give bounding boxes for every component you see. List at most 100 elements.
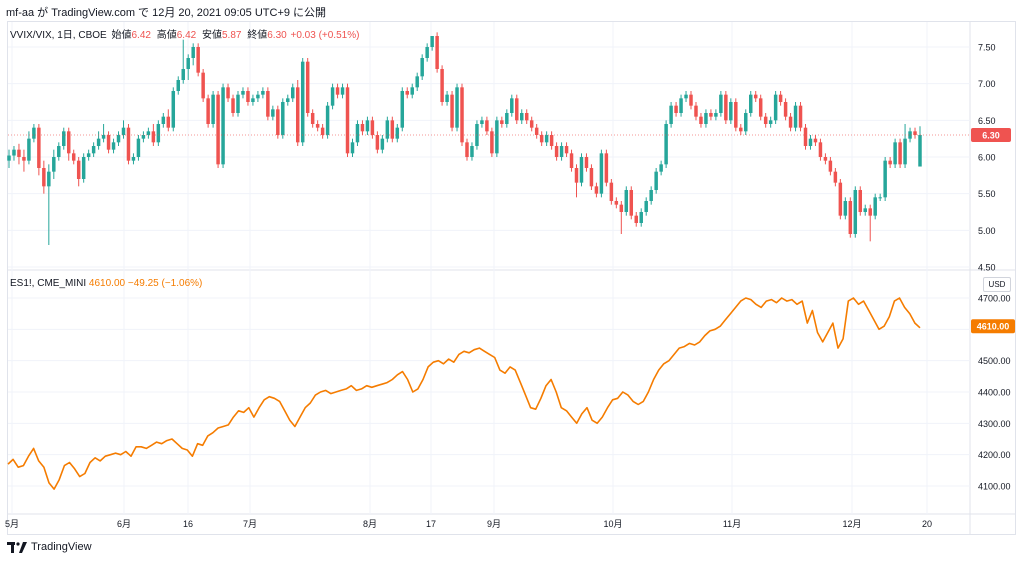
low-label: 安値 xyxy=(201,30,222,41)
candle-body xyxy=(873,197,877,216)
y-tick-label-top: 4.50 xyxy=(978,263,996,273)
candle-body xyxy=(719,94,723,113)
candle-body xyxy=(659,164,663,172)
footer-brand[interactable]: TradingView xyxy=(31,541,92,553)
top-symbol: VVIX/VIX, 1日, CBOE xyxy=(10,30,107,41)
candle-body xyxy=(549,135,554,146)
candle-body xyxy=(186,58,190,69)
candle-body xyxy=(76,160,81,179)
candle-body xyxy=(684,94,688,99)
candle-body xyxy=(355,124,360,143)
candle-body xyxy=(833,171,838,183)
candle-body xyxy=(823,157,828,161)
candle-body xyxy=(768,120,773,124)
candle-body xyxy=(729,102,733,121)
candle-body xyxy=(196,47,200,73)
footer: TradingView xyxy=(7,541,92,553)
candle-body xyxy=(515,98,519,121)
currency-button[interactable]: USD xyxy=(983,277,1011,292)
candle-body xyxy=(554,146,559,157)
candle-body xyxy=(12,149,16,156)
candle-body xyxy=(808,138,813,146)
candle-body xyxy=(534,127,539,135)
x-tick-label: 7月 xyxy=(243,519,257,529)
candle-body xyxy=(773,94,778,121)
candle-body xyxy=(286,98,290,102)
last-price-tag-top-label: 6.30 xyxy=(982,131,1000,141)
candle-body xyxy=(226,87,230,99)
candle-body xyxy=(539,135,544,143)
open-value: 6.42 xyxy=(131,30,151,41)
candle-body xyxy=(330,87,335,106)
candle-body xyxy=(32,127,36,139)
close-value: 6.30 xyxy=(267,30,287,41)
low-value: 5.87 xyxy=(221,30,242,41)
candle-body xyxy=(206,98,210,124)
candle-body xyxy=(594,186,599,194)
change-value: +0.03 (+0.51%) xyxy=(290,30,360,41)
candle-body xyxy=(156,124,161,143)
candle-body xyxy=(783,102,788,117)
candle-body xyxy=(455,87,459,128)
candle-body xyxy=(27,138,31,161)
candle-body xyxy=(126,127,131,161)
candle-body xyxy=(744,113,748,132)
candle-body xyxy=(395,127,400,139)
candle-body xyxy=(211,94,215,124)
candle-body xyxy=(256,94,260,99)
high-value: 6.42 xyxy=(176,30,197,41)
high-label: 高値 xyxy=(156,30,177,41)
candle-body xyxy=(325,105,330,135)
candle-body xyxy=(913,131,917,135)
x-tick-label: 8月 xyxy=(363,519,377,529)
candle-body xyxy=(908,131,912,139)
candle-body xyxy=(510,98,514,113)
candle-body xyxy=(470,146,474,157)
candle-body xyxy=(136,138,141,157)
candle-body xyxy=(544,135,549,143)
candle-body xyxy=(176,80,180,91)
x-tick-label: 5月 xyxy=(5,519,19,529)
candle-body xyxy=(86,153,91,157)
candle-body xyxy=(614,201,619,205)
candle-body xyxy=(758,98,763,117)
candle-body xyxy=(599,153,604,194)
candle-body xyxy=(445,94,449,102)
x-tick-label: 20 xyxy=(922,519,932,529)
y-tick-label-bottom: 4100.00 xyxy=(978,482,1011,492)
last-price-tag-bottom-label: 4610.00 xyxy=(977,322,1010,332)
top-legend: VVIX/VIX, 1日, CBOE 始値6.42 高値6.42 安値5.87 … xyxy=(10,26,359,41)
candle-body xyxy=(609,182,614,201)
candle-body xyxy=(345,87,350,154)
candle-body xyxy=(724,94,728,121)
candle-body xyxy=(57,146,61,157)
candle-body xyxy=(639,212,643,223)
candle-body xyxy=(654,171,658,190)
candle-body xyxy=(320,127,325,135)
candle-body xyxy=(559,146,564,157)
y-tick-label-top: 7.50 xyxy=(978,43,996,53)
candle-body xyxy=(17,149,21,157)
x-tick-label: 17 xyxy=(426,519,436,529)
candle-body xyxy=(505,113,509,124)
candle-body xyxy=(246,91,250,102)
close-label: 終値 xyxy=(247,30,268,41)
candle-body xyxy=(629,190,634,216)
candle-body xyxy=(753,94,758,99)
candle-body xyxy=(71,153,76,161)
candle-body xyxy=(644,201,648,212)
candle-body xyxy=(699,116,703,124)
y-tick-label-top: 5.50 xyxy=(978,189,996,199)
candle-body xyxy=(91,146,96,154)
y-tick-label-bottom: 4700.00 xyxy=(978,294,1011,304)
candle-body xyxy=(584,157,589,168)
candle-body xyxy=(261,91,265,95)
candle-body xyxy=(848,201,853,234)
candle-body xyxy=(146,131,151,135)
candle-body xyxy=(415,76,419,88)
candle-body xyxy=(380,138,385,150)
x-tick-label: 10月 xyxy=(603,519,622,529)
y-tick-label-bottom: 4200.00 xyxy=(978,450,1011,460)
candle-body xyxy=(410,87,414,95)
